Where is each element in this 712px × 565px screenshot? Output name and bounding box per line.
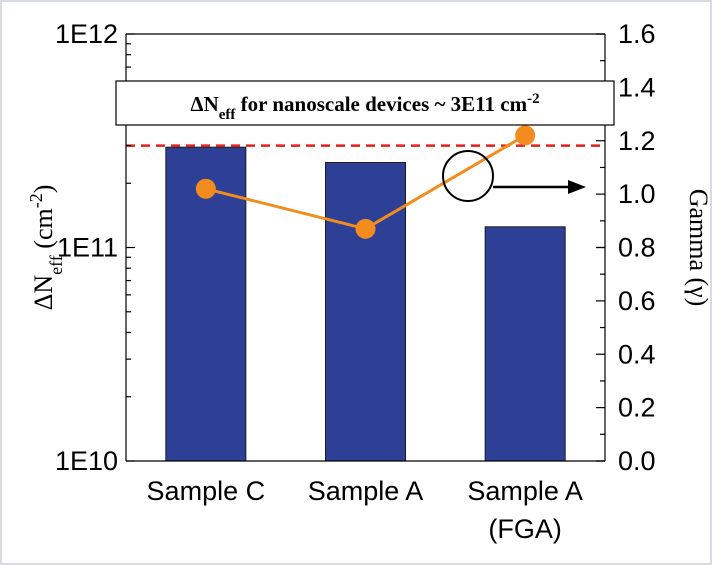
left-axis-title-unit: (cm — [29, 208, 58, 255]
bar-1 — [165, 146, 247, 462]
left-axis-title-close: ) — [29, 185, 58, 194]
annotation-box — [115, 80, 615, 126]
gamma-series — [195, 125, 536, 239]
left-axis-title-main: ΔN — [29, 275, 58, 311]
annotation-text-rest: for nanoscale devices ~ 3E11 cm — [235, 92, 527, 116]
right-axis-title: Gamma (γ) — [684, 189, 712, 307]
right-tick-label: 1.2 — [618, 126, 656, 156]
category-label: Sample C — [147, 476, 266, 506]
annotation-group: ΔNeff for nanoscale devices ~ 3E11 cm-2 — [115, 80, 615, 126]
annotation-text-exp: -2 — [527, 91, 540, 107]
gamma-point-3 — [515, 125, 536, 146]
bar-2 — [325, 162, 406, 462]
left-axis-title-exp: -2 — [26, 193, 46, 208]
pointer-arrow-head — [568, 180, 586, 194]
bar-3 — [484, 226, 566, 462]
right-tick-label: 0.4 — [618, 339, 656, 369]
category-label: Sample A — [308, 476, 424, 506]
annotation-text-sub: eff — [219, 107, 237, 123]
category-label: (FGA) — [488, 514, 562, 544]
left-axis-title-sub: eff — [46, 255, 66, 275]
annotation-text: ΔNeff for nanoscale devices ~ 3E11 cm-2 — [190, 91, 539, 123]
pointer-circle — [442, 150, 494, 202]
right-tick-label: 1.0 — [618, 179, 656, 209]
left-tick-label: 1E11 — [57, 233, 118, 263]
category-label: Sample A — [467, 476, 583, 506]
gamma-point-1 — [195, 178, 216, 199]
axis-pointer-group — [442, 150, 586, 202]
gamma-point-2 — [355, 218, 376, 239]
left-axis-title: ΔNeff (cm-2) — [26, 185, 66, 311]
right-tick-label: 0.0 — [618, 446, 656, 476]
left-tick-label: 1E12 — [55, 19, 118, 49]
right-tick-label: 1.6 — [618, 19, 656, 49]
annotation-text-main: ΔN — [190, 92, 218, 116]
axes: 1E10 1E11 1E12 0.0 0.2 0.4 0.6 0.8 1.0 1.2 1.4 1.6 S… — [26, 19, 712, 544]
right-tick-label: 1.4 — [618, 72, 656, 102]
bar-series — [165, 146, 566, 462]
right-tick-label: 0.2 — [618, 393, 656, 423]
left-tick-label: 1E10 — [55, 446, 118, 476]
right-tick-label: 0.8 — [618, 233, 656, 263]
right-tick-label: 0.6 — [618, 286, 656, 316]
